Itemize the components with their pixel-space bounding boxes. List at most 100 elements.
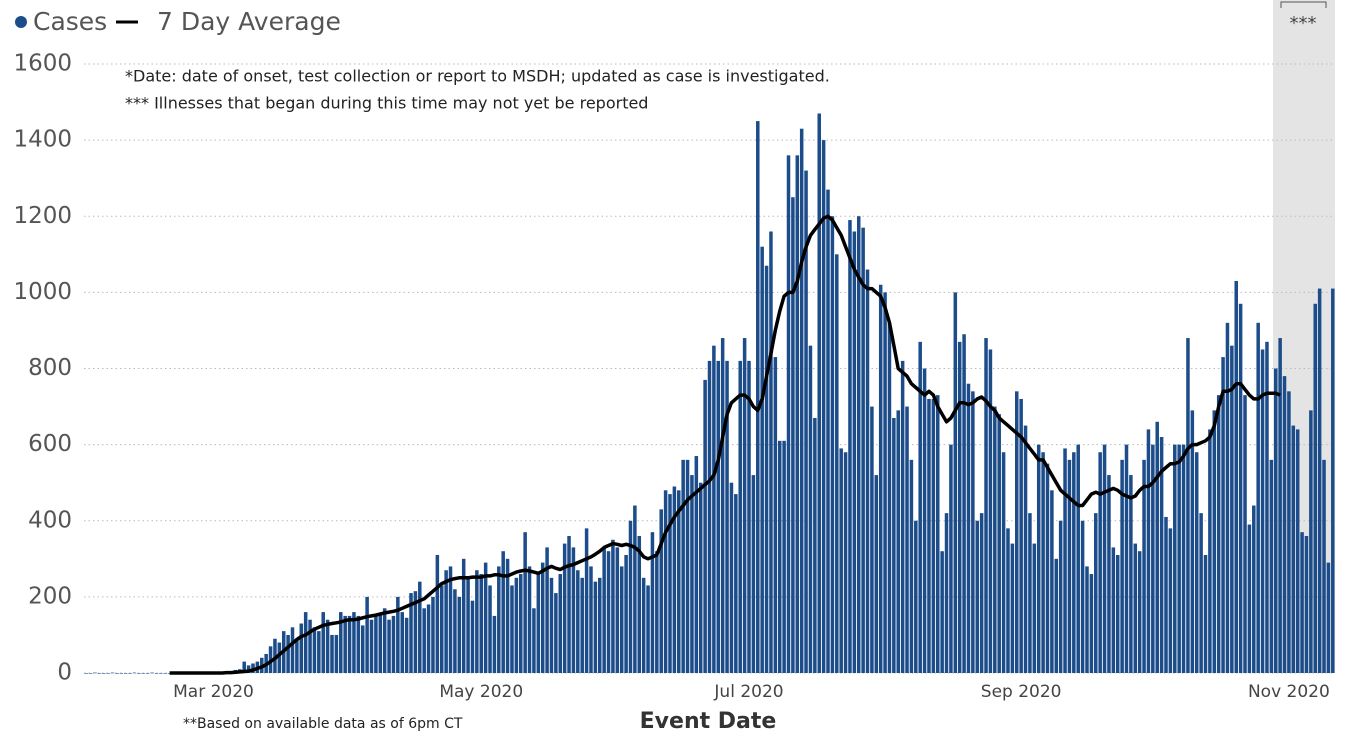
bar [935,395,940,673]
bar [330,634,334,673]
bar [892,417,896,673]
bar [483,562,488,673]
bar [1273,368,1278,673]
bar [1309,410,1313,673]
bar [747,360,751,673]
bar [808,345,813,673]
bar [1028,513,1032,673]
bar [413,591,418,673]
bar [1243,395,1247,673]
bar [1260,349,1265,673]
bar [1322,459,1326,673]
bar [277,642,282,673]
bar [352,612,356,673]
bar [418,581,422,673]
x-tick-label: Sep 2020 [981,682,1062,702]
y-tick-label: 400 [28,507,72,533]
bar [290,627,295,673]
bar [707,360,712,673]
bar [347,615,352,673]
bar [817,113,821,673]
bar [615,547,620,673]
bar [273,638,277,673]
bar [1331,288,1335,673]
bar [988,349,993,673]
bar [1146,429,1151,673]
bar [1177,444,1181,673]
bar [128,673,132,674]
bar [97,673,102,674]
bar [343,615,347,673]
bar [1063,448,1067,673]
annotation: *** Illnesses that began during this tim… [125,94,648,113]
bar [1006,528,1010,673]
bar [1291,425,1296,673]
bar [1045,463,1050,673]
bar [1111,547,1116,673]
bar [760,246,764,673]
bar [1247,524,1252,673]
bar [1186,338,1190,673]
bar [1317,288,1322,673]
bar [611,539,615,673]
bar [558,574,563,673]
bar [1278,338,1282,673]
bar [1129,475,1133,673]
bar [453,589,457,673]
bar [115,673,119,674]
bar [110,672,115,674]
bar [1050,490,1054,673]
bar [1181,444,1186,673]
legend-label: 7 Day Average [157,7,341,36]
bar [914,520,918,673]
bar [874,475,879,673]
bar [900,360,905,673]
y-tick-label: 1400 [13,127,72,153]
bar [527,566,532,673]
bar [685,459,690,673]
bar [848,220,852,673]
bar [154,673,159,674]
bar [391,615,396,673]
bar [795,155,800,674]
bar [1155,421,1159,673]
bar [1072,452,1076,673]
bar [1282,376,1287,673]
bar [861,227,865,673]
bar [1094,513,1098,673]
bar [84,673,88,674]
bar [756,121,760,673]
bar [777,440,782,673]
bar [799,128,804,674]
bar [510,585,514,673]
bar [1067,459,1072,673]
bar [856,216,861,673]
bar [769,231,773,673]
bar [303,612,308,673]
x-tick-label: Jul 2020 [713,682,783,702]
bar [137,673,141,674]
bar [852,231,857,673]
y-tick-label: 1600 [13,51,72,77]
bar [830,216,835,673]
bar [106,673,110,674]
bar [492,615,497,673]
bar [1194,452,1199,673]
bar [690,475,694,673]
bar [1076,444,1080,673]
bar [439,585,444,673]
bar [606,551,611,673]
bar [101,673,106,674]
bar [619,566,624,673]
x-axis-label: Event Date [640,709,777,734]
bar [141,673,146,674]
bar [1115,555,1120,673]
bar [957,341,962,673]
y-tick-label: 0 [57,660,72,686]
bar [1230,345,1234,673]
bar [1085,566,1089,673]
bar [1168,528,1173,673]
bar [896,410,901,673]
bar [334,634,339,673]
bar [865,269,870,673]
